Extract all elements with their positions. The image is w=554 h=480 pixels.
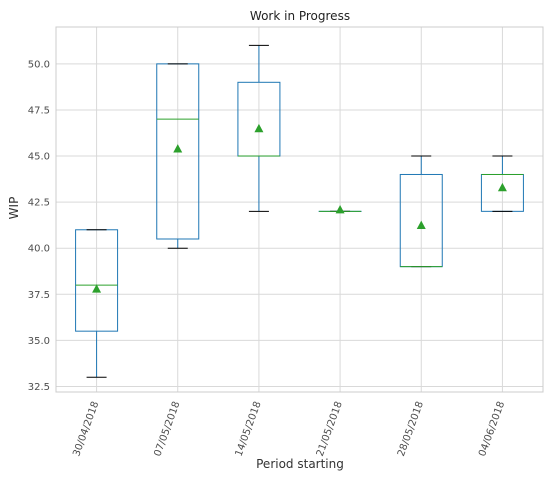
box-group: [318, 205, 362, 214]
x-tick-label: 30/04/2018: [71, 400, 101, 458]
box-group: [156, 63, 200, 249]
mean-marker: [254, 123, 264, 133]
x-tick-labels: 30/04/2018 07/05/2018 14/05/2018 21/05/2018…: [71, 400, 507, 458]
x-tick-label: 28/05/2018: [396, 400, 426, 458]
y-tick-label: 37.5: [28, 290, 50, 301]
y-tick-label: 35.0: [28, 336, 50, 347]
grid-lines: [56, 27, 543, 392]
box-group: [480, 155, 524, 212]
x-tick-label: 07/05/2018: [152, 400, 182, 458]
box-group: [237, 44, 281, 212]
box-group: [75, 229, 119, 378]
mean-marker: [92, 284, 102, 293]
box-group: [399, 155, 443, 268]
axes-frame: [55, 26, 544, 393]
mean-marker: [173, 144, 183, 153]
y-tick-label: 32.5: [28, 382, 50, 393]
y-tick-label: 42.5: [28, 198, 50, 209]
mean-marker: [416, 220, 426, 229]
chart-title: Work in Progress: [250, 9, 350, 23]
y-tick-label: 45.0: [28, 152, 50, 163]
x-axis-title: Period starting: [256, 457, 344, 471]
plot-frame: [55, 26, 544, 393]
x-tick-label: 14/05/2018: [234, 400, 264, 458]
x-tick-label: 21/05/2018: [315, 400, 345, 458]
mean-marker: [497, 182, 507, 192]
y-tick-label: 47.5: [28, 105, 50, 116]
y-tick-label: 40.0: [28, 244, 50, 255]
y-tick-label: 50.0: [28, 59, 50, 70]
box-marks: [75, 44, 524, 378]
y-axis-title: WIP: [7, 197, 21, 220]
x-tick-label: 04/06/2018: [477, 400, 507, 458]
mean-marker: [335, 205, 345, 214]
y-tick-labels: 32.5 35.0 37.5 40.0 42.5 45.0 47.5 50.0: [28, 59, 50, 393]
